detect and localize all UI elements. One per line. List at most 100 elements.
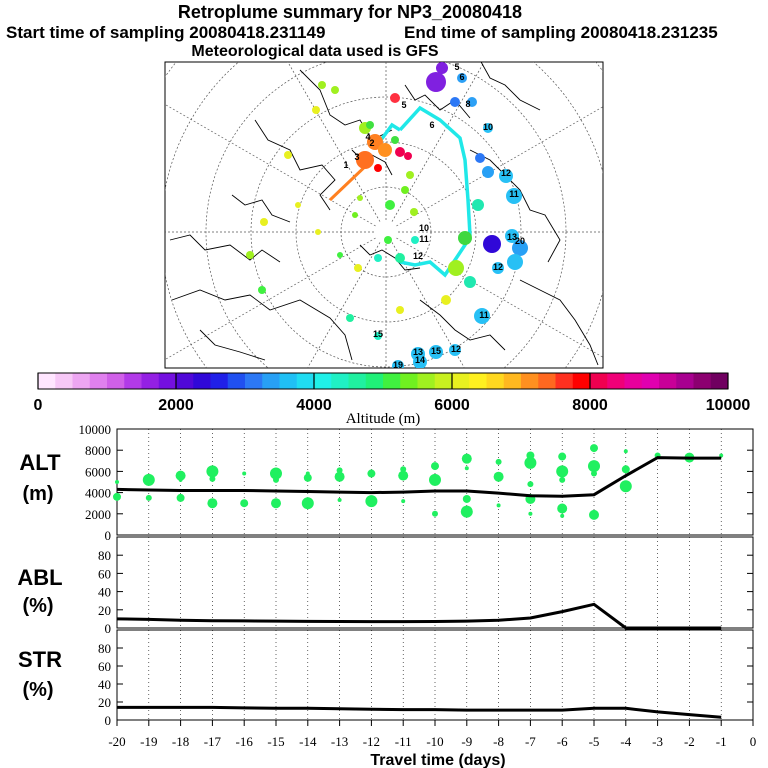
cluster-marker xyxy=(385,200,395,210)
colorbar-tick-label: 6000 xyxy=(434,397,470,414)
colorbar-swatch xyxy=(607,373,625,389)
cluster-point xyxy=(559,476,566,483)
cluster-point xyxy=(145,494,152,501)
colorbar-swatch xyxy=(434,373,453,389)
cluster-marker xyxy=(312,106,320,114)
cluster-marker xyxy=(457,73,467,83)
meridian-line xyxy=(165,104,376,227)
trajectory-number: 14 xyxy=(415,355,425,365)
cluster-marker xyxy=(492,262,504,274)
cluster-point xyxy=(398,470,409,481)
meridian-line xyxy=(307,242,381,368)
cluster-marker xyxy=(346,314,354,322)
x-tick-label: -8 xyxy=(493,734,504,749)
cluster-point xyxy=(590,444,598,453)
y-axis-label: (m) xyxy=(22,483,53,505)
colorbar-swatch xyxy=(676,373,694,389)
cluster-point xyxy=(142,473,155,486)
cluster-marker xyxy=(467,97,477,107)
x-tick-label: -15 xyxy=(267,734,284,749)
colorbar-swatch xyxy=(314,373,332,389)
cluster-point xyxy=(207,498,218,509)
colorbar-swatch xyxy=(693,373,712,389)
x-tick-label: -7 xyxy=(525,734,536,749)
trajectory-number: 19 xyxy=(393,360,403,370)
trajectory-number: 11 xyxy=(479,310,489,320)
cluster-point xyxy=(591,470,597,477)
cluster-point xyxy=(113,492,121,501)
cluster-marker xyxy=(315,229,321,235)
meridian-line xyxy=(396,106,603,227)
page-title: Retroplume summary for NP3_20080418 xyxy=(177,2,523,22)
colorbar-swatch xyxy=(262,373,280,389)
series-line-alt xyxy=(116,456,722,498)
y-tick-label: 10000 xyxy=(79,422,112,437)
trajectory-number: 2 xyxy=(369,138,374,148)
y-tick-label: 2000 xyxy=(85,507,111,522)
colorbar-swatch xyxy=(245,373,263,389)
trajectory-number: 13 xyxy=(413,347,423,357)
cluster-marker xyxy=(429,345,443,359)
cluster-point xyxy=(303,473,312,482)
y-tick-label: 20 xyxy=(98,695,111,710)
start-time-label: Start time of sampling 20080418.231149 xyxy=(6,23,326,42)
x-axis-label: Travel time (days) xyxy=(370,752,505,768)
cluster-marker xyxy=(392,360,404,368)
x-tick-label: -20 xyxy=(108,734,125,749)
cluster-marker xyxy=(472,199,484,211)
colorbar-swatch xyxy=(124,373,142,389)
x-axis: -20 -19 -18 -17 -16 -15 -14 -13 -12 -11 -10 -9 -8 -7-… xyxy=(108,720,756,768)
colorbar-swatch xyxy=(469,373,487,389)
colorbar-swatch xyxy=(572,373,591,389)
y-tick-label: 20 xyxy=(98,603,111,618)
trajectory-number: 3 xyxy=(354,152,359,162)
cluster-marker xyxy=(374,332,382,340)
colorbar-swatch xyxy=(624,373,643,389)
colorbar-swatch xyxy=(452,373,470,389)
cluster-point xyxy=(178,477,183,482)
cluster-point xyxy=(240,499,249,508)
cluster-marker xyxy=(374,164,382,172)
cluster-marker xyxy=(260,218,268,226)
x-tick-label: -3 xyxy=(652,734,663,749)
trajectory-number: 20 xyxy=(515,236,525,246)
coastline xyxy=(254,119,336,211)
x-tick-label: -12 xyxy=(363,734,380,749)
colorbar-swatch xyxy=(210,373,229,389)
coastline xyxy=(199,329,266,361)
coastline xyxy=(469,149,561,263)
x-tick-label: -13 xyxy=(331,734,348,749)
cluster-point xyxy=(365,495,378,508)
cluster-marker xyxy=(413,355,427,368)
x-tick-label: -4 xyxy=(620,734,631,749)
cluster-marker xyxy=(395,253,405,263)
meridian-line xyxy=(391,242,465,368)
cluster-point xyxy=(556,465,569,478)
cluster-point xyxy=(588,460,600,473)
series-line-str xyxy=(117,705,722,719)
colorbar-tick-label: 8000 xyxy=(572,397,608,414)
cluster-point xyxy=(115,480,119,484)
cluster-marker xyxy=(401,186,409,194)
cluster-marker xyxy=(391,136,399,144)
cluster-marker xyxy=(507,254,523,270)
cluster-marker xyxy=(483,235,501,253)
trajectory-number: 6 xyxy=(459,72,464,82)
colorbar-swatch xyxy=(55,373,73,389)
y-tick-label: 40 xyxy=(98,677,111,692)
cluster-marker xyxy=(406,171,414,179)
cluster-marker xyxy=(436,62,448,74)
x-tick-label: -19 xyxy=(140,734,157,749)
coastline xyxy=(359,244,421,271)
cluster-point xyxy=(242,471,247,476)
cluster-marker xyxy=(474,308,490,324)
colorbar-swatch xyxy=(521,373,539,389)
y-tick-label: 40 xyxy=(98,585,111,600)
cluster-point xyxy=(528,511,533,516)
meridian-line xyxy=(165,237,376,360)
trajectory-number: 10 xyxy=(483,122,493,132)
cluster-marker xyxy=(295,202,301,208)
colorbar-swatch xyxy=(710,373,729,389)
meteorological-data-label: Meteorological data used is GFS xyxy=(191,43,439,60)
